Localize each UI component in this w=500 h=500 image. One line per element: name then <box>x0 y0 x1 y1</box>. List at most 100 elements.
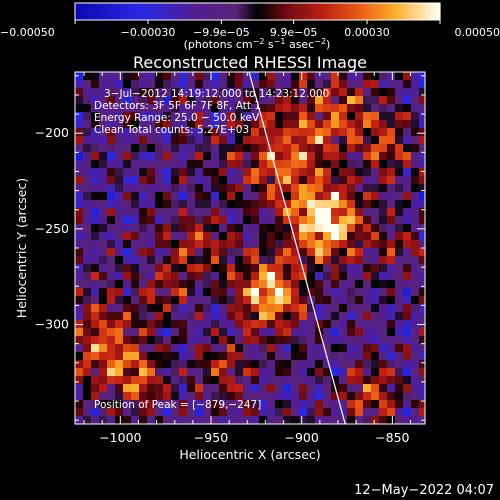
heatmap-cell <box>83 328 92 337</box>
heatmap-cell <box>371 264 380 273</box>
heatmap-cell <box>243 336 252 345</box>
heatmap-cell <box>267 168 276 177</box>
heatmap-cell <box>411 232 420 241</box>
heatmap-cell <box>219 256 228 265</box>
heatmap-cell <box>403 112 412 121</box>
heatmap-cell <box>371 344 380 353</box>
heatmap-cell <box>171 352 180 361</box>
heatmap-cell <box>75 248 84 257</box>
heatmap-cell <box>99 216 108 225</box>
heatmap-cell <box>99 80 108 89</box>
heatmap-cell <box>147 376 156 385</box>
heatmap-cell <box>419 112 425 121</box>
heatmap-cell <box>395 240 404 249</box>
heatmap-cell <box>371 176 380 185</box>
heatmap-cell <box>219 296 228 305</box>
heatmap-cell <box>219 304 228 313</box>
heatmap-cell <box>155 384 164 393</box>
heatmap-cell <box>147 320 156 329</box>
heatmap-cell <box>155 312 164 321</box>
heatmap-cell <box>203 264 212 273</box>
heatmap-cell <box>339 408 348 417</box>
heatmap-cell <box>187 248 196 257</box>
heatmap-cell <box>195 104 204 113</box>
heatmap-cell <box>227 176 236 185</box>
colorbar-cell <box>300 3 304 20</box>
heatmap-cell <box>387 368 396 377</box>
heatmap-cell <box>299 192 308 201</box>
heatmap-cell <box>403 184 412 193</box>
heatmap-cell <box>299 144 308 153</box>
heatmap-cell <box>411 88 420 97</box>
y-tick-label: −250 <box>35 221 69 236</box>
heatmap-cell <box>91 184 100 193</box>
heatmap-cell <box>211 240 220 249</box>
heatmap-cell <box>363 336 372 345</box>
heatmap-cell <box>243 352 252 361</box>
heatmap-cell <box>315 184 324 193</box>
heatmap-cell <box>315 248 324 257</box>
heatmap-cell <box>259 72 268 81</box>
heatmap-cell <box>307 88 316 97</box>
heatmap-cell <box>107 400 116 409</box>
heatmap-cell <box>227 248 236 257</box>
heatmap-cell <box>259 248 268 257</box>
heatmap-cell <box>219 88 228 97</box>
heatmap-cell <box>171 280 180 289</box>
heatmap-cell <box>411 336 420 345</box>
heatmap-cell <box>243 80 252 89</box>
heatmap-cell <box>275 384 284 393</box>
heatmap-cell <box>355 320 364 329</box>
heatmap-cell <box>299 240 308 249</box>
heatmap-cell <box>243 160 252 169</box>
heatmap-cell <box>267 312 276 321</box>
heatmap-cell <box>123 400 132 409</box>
heatmap-cell <box>163 224 172 233</box>
heatmap-cell <box>291 368 300 377</box>
heatmap-cell <box>179 96 188 105</box>
heatmap-cell <box>323 288 332 297</box>
heatmap-cell <box>323 208 332 217</box>
heatmap-cell <box>211 352 220 361</box>
heatmap-cell <box>123 168 132 177</box>
heatmap-cell <box>91 248 100 257</box>
heatmap-cell <box>203 376 212 385</box>
heatmap-cell <box>387 208 396 217</box>
heatmap-cell <box>187 384 196 393</box>
heatmap-cell <box>395 224 404 233</box>
heatmap-cell <box>387 144 396 153</box>
heatmap-cell <box>75 336 84 345</box>
heatmap-cell <box>395 144 404 153</box>
heatmap-cell <box>267 144 276 153</box>
colorbar-cell <box>336 3 341 20</box>
heatmap-cell <box>235 280 244 289</box>
heatmap-cell <box>323 128 332 137</box>
heatmap-cell <box>219 168 228 177</box>
heatmap-cell <box>283 192 292 201</box>
heatmap-cell <box>131 184 140 193</box>
heatmap-cell <box>275 288 284 297</box>
heatmap-cell <box>403 296 412 305</box>
heatmap-cell <box>251 88 260 97</box>
heatmap-cell <box>299 112 308 121</box>
heatmap-cell <box>235 80 244 89</box>
heatmap-cell <box>347 160 356 169</box>
heatmap-cell <box>187 264 196 273</box>
heatmap-cell <box>131 336 140 345</box>
heatmap-cell <box>347 272 356 281</box>
heatmap-cell <box>227 392 236 401</box>
heatmap-cell <box>323 304 332 313</box>
heatmap-cell <box>387 176 396 185</box>
heatmap-cell <box>379 320 388 329</box>
heatmap-cell <box>323 120 332 129</box>
heatmap-cell <box>419 216 425 225</box>
heatmap-cell <box>155 200 164 209</box>
heatmap-cell <box>163 216 172 225</box>
heatmap-cell <box>283 368 292 377</box>
x-tick-label: −1000 <box>99 430 141 445</box>
heatmap-cell <box>187 224 196 233</box>
heatmap-cell <box>267 96 276 105</box>
heatmap-cell <box>323 176 332 185</box>
heatmap-cell <box>347 80 356 89</box>
colorbar-cell <box>196 3 201 20</box>
